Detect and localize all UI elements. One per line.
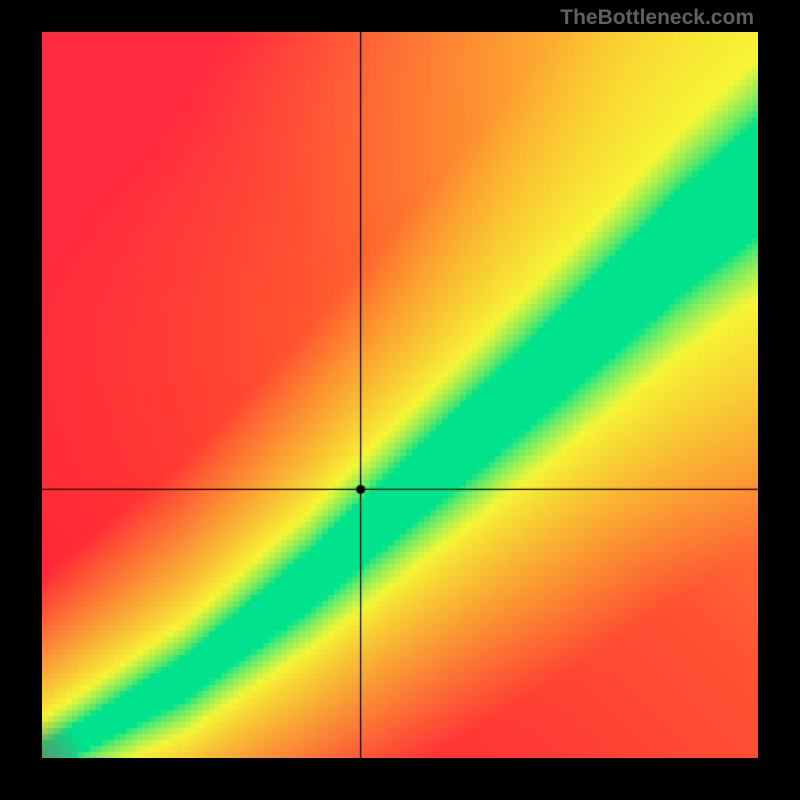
watermark-text: TheBottleneck.com (560, 6, 754, 30)
heatmap-canvas (42, 32, 758, 758)
bottleneck-heatmap (42, 32, 758, 758)
